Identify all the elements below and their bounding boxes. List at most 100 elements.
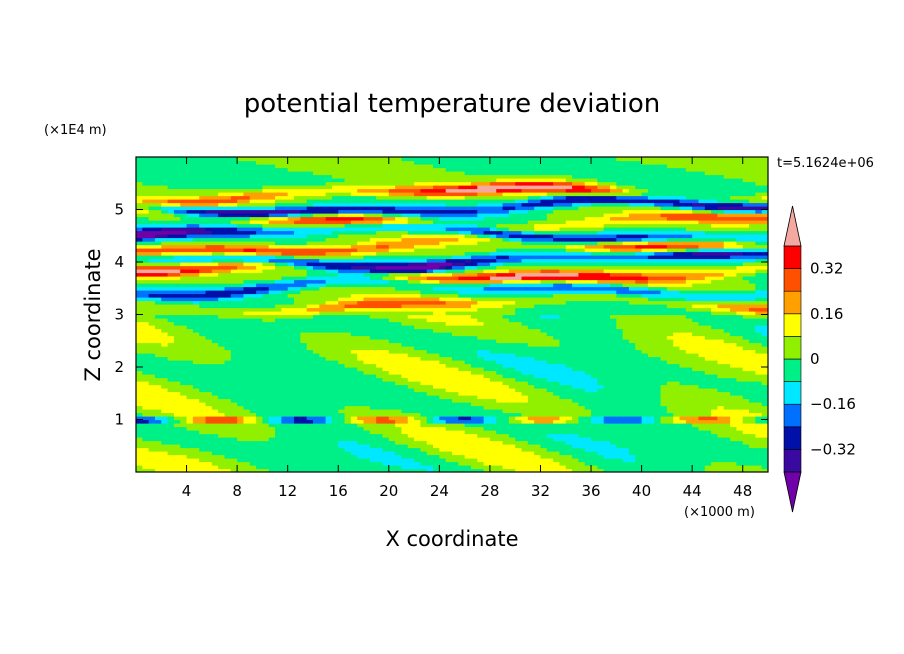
contour-cell: [565, 468, 573, 472]
contour-cell: [224, 328, 232, 333]
contour-cell: [527, 335, 535, 340]
contour-cell: [534, 360, 542, 365]
contour-cell: [546, 419, 554, 424]
contour-cell: [527, 307, 535, 312]
contour-cell: [749, 360, 756, 365]
contour-cell: [173, 339, 181, 344]
contour-cell: [540, 311, 548, 316]
contour-cell: [553, 374, 561, 379]
contour-cell: [205, 454, 213, 459]
contour-cell: [730, 409, 737, 414]
contour-cell: [376, 356, 384, 361]
contour-cell: [641, 328, 649, 333]
contour-cell: [666, 353, 674, 358]
contour-cell: [243, 328, 251, 333]
contour-cell: [294, 328, 301, 333]
contour-cell: [161, 335, 169, 340]
contour-cell: [363, 335, 371, 340]
contour-cell: [534, 444, 542, 449]
contour-cell: [142, 419, 150, 424]
contour-cell: [540, 447, 548, 452]
contour-cell: [376, 342, 384, 347]
contour-cell: [692, 349, 700, 354]
contour-cell: [666, 370, 674, 375]
contour-cell: [470, 314, 478, 319]
contour-cell: [388, 461, 396, 466]
contour-cell: [173, 307, 181, 312]
contour-cell: [331, 349, 339, 354]
contour-cell: [685, 430, 693, 435]
contour-cell: [489, 374, 497, 379]
contour-cell: [546, 433, 554, 438]
contour-cell: [167, 395, 175, 400]
contour-cell: [628, 321, 636, 326]
contour-cell: [237, 328, 245, 333]
contour-cell: [692, 468, 700, 472]
contour-cell: [458, 454, 466, 459]
contour-cell: [142, 402, 150, 407]
contour-cell: [742, 388, 750, 393]
contour-cell: [300, 332, 308, 337]
contour-cell: [319, 381, 327, 386]
contour-cell: [470, 409, 478, 414]
contour-cell: [312, 300, 320, 305]
contour-cell: [136, 381, 143, 386]
contour-cell: [338, 346, 346, 351]
contour-cell: [224, 444, 232, 449]
contour-cell: [711, 332, 719, 337]
contour-cell: [452, 433, 459, 438]
contour-cell: [325, 465, 333, 470]
contour-cell: [414, 416, 421, 421]
contour-cell: [698, 377, 706, 382]
contour-cell: [755, 335, 763, 340]
contour-cell: [192, 370, 200, 375]
contour-cell: [192, 451, 200, 456]
contour-cell: [306, 304, 314, 309]
contour-cell: [521, 307, 529, 312]
contour-cell: [489, 367, 497, 372]
contour-cell: [483, 395, 491, 400]
contour-cell: [388, 360, 396, 365]
contour-cell: [527, 454, 535, 459]
contour-cell: [723, 412, 731, 417]
contour-cell: [704, 374, 712, 379]
contour-cell: [420, 391, 428, 396]
contour-cell: [698, 349, 706, 354]
contour-cell: [363, 416, 371, 421]
contour-cell: [641, 363, 649, 368]
contour-cell: [205, 409, 213, 414]
contour-cell: [414, 342, 421, 347]
contour-cell: [357, 384, 365, 389]
contour-cell: [508, 339, 516, 344]
contour-cell: [647, 412, 655, 417]
contour-cell: [489, 318, 497, 323]
contour-cell: [546, 454, 554, 459]
contour-cell: [369, 374, 377, 379]
contour-cell: [496, 426, 504, 431]
contour-cell: [300, 328, 308, 333]
contour-cell: [180, 395, 188, 400]
contour-cell: [673, 332, 681, 337]
contour-cell: [376, 349, 384, 354]
contour-cell: [142, 437, 150, 442]
contour-cell: [350, 440, 358, 445]
contour-cell: [382, 419, 390, 424]
contour-cell: [578, 388, 586, 393]
contour-cell: [262, 342, 270, 347]
contour-cell: [477, 398, 485, 403]
contour-cell: [496, 440, 504, 445]
contour-cell: [603, 388, 611, 393]
contour-cell: [338, 370, 346, 375]
contour-cell: [420, 384, 428, 389]
contour-cell: [470, 454, 478, 459]
contour-cell: [647, 311, 655, 316]
contour-cell: [306, 335, 314, 340]
contour-cell: [685, 328, 693, 333]
contour-cell: [230, 444, 238, 449]
contour-cell: [458, 433, 466, 438]
contour-cell: [578, 402, 586, 407]
contour-cell: [698, 433, 706, 438]
contour-cell: [211, 346, 219, 351]
contour-cell: [502, 349, 510, 354]
contour-cell: [161, 328, 169, 333]
